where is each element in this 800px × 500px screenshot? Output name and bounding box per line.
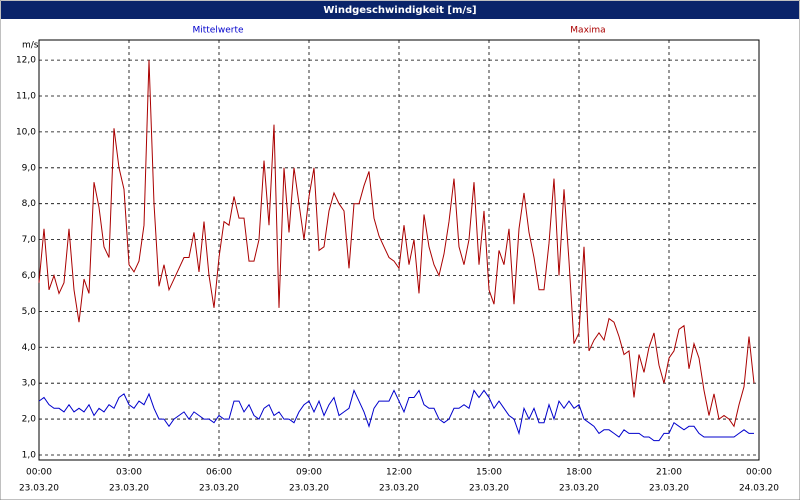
y-tick-label: 5,0 [22,307,37,317]
x-tick-label: 12:00 [386,468,412,478]
y-unit: m/s [22,41,39,51]
x-tick-label: 03:00 [116,468,142,478]
y-tick-label: 3,0 [22,379,37,389]
y-tick-label: 4,0 [22,343,37,353]
x-tick-date: 24.03.20 [739,484,779,494]
y-tick-label: 1,0 [22,450,37,460]
x-tick-label: 18:00 [566,468,592,478]
x-tick-date: 23.03.20 [289,484,329,494]
x-tick-date: 23.03.20 [199,484,239,494]
legend-entry: Mittelwerte [192,26,243,36]
x-tick-label: 21:00 [656,468,682,478]
y-tick-label: 12,0 [16,56,36,66]
x-tick-date: 23.03.20 [469,484,509,494]
y-tick-label: 9,0 [22,163,37,173]
x-tick-label: 00:00 [746,468,772,478]
x-tick-date: 23.03.20 [19,484,59,494]
y-tick-label: 7,0 [22,235,37,245]
y-tick-label: 10,0 [16,127,36,137]
x-tick-label: 15:00 [476,468,502,478]
x-tick-label: 06:00 [206,468,232,478]
x-tick-date: 23.03.20 [109,484,149,494]
x-tick-date: 23.03.20 [379,484,419,494]
y-tick-label: 2,0 [22,415,37,425]
x-tick-label: 09:00 [296,468,322,478]
data-line [38,388,754,442]
y-tick-label: 11,0 [16,92,36,102]
data-line [38,60,755,428]
x-tick-date: 23.03.20 [649,484,689,494]
y-tick-label: 8,0 [22,199,37,209]
x-tick-label: 00:00 [26,468,52,478]
chart-title: Windgeschwindigkeit [m/s] [323,5,476,16]
x-tick-date: 23.03.20 [559,484,599,494]
legend-entry: Maxima [570,26,605,36]
y-tick-label: 6,0 [22,271,37,281]
title-bar [1,1,799,19]
